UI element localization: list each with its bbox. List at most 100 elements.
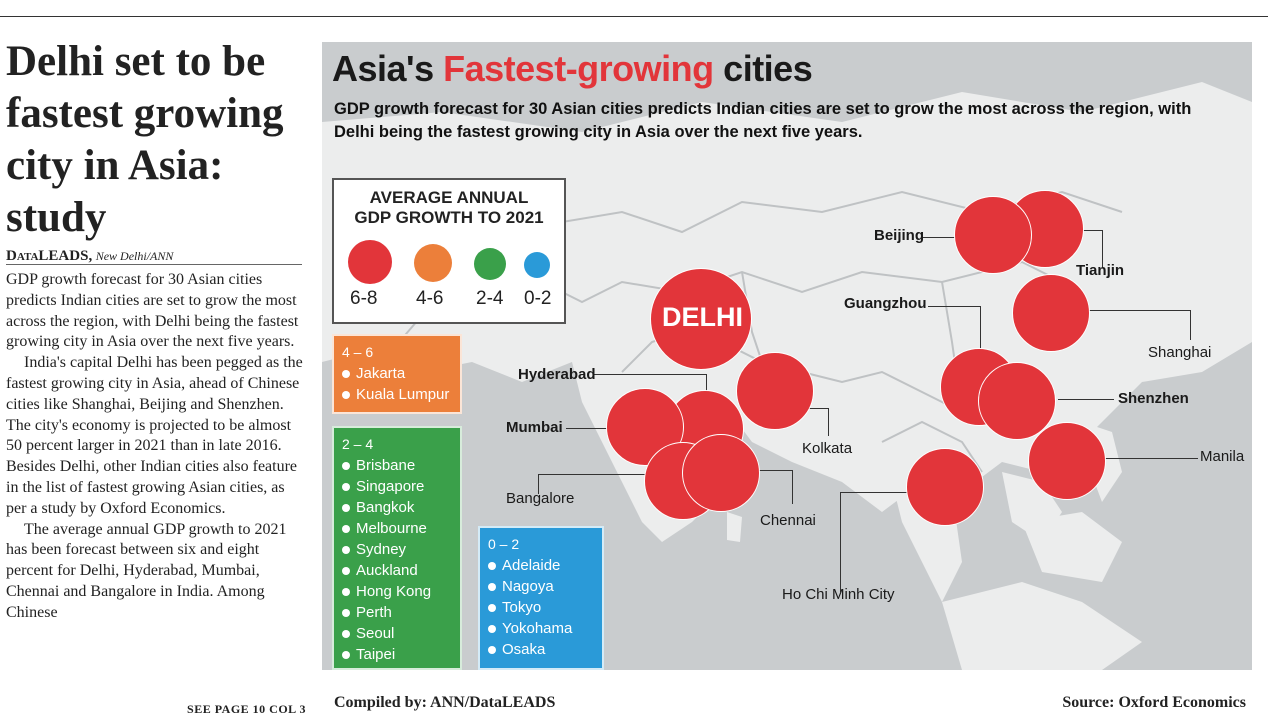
group-box-2-4: 2 – 4 Brisbane Singapore Bangkok Melbour… bbox=[332, 426, 462, 670]
title-prefix: Asia's bbox=[332, 48, 434, 89]
city-label-manila: Manila bbox=[1200, 448, 1245, 465]
article-body: GDP growth forecast for 30 Asian cities … bbox=[6, 270, 306, 624]
infographic: Asia's Fastest-growing cities GDP growth… bbox=[322, 42, 1252, 670]
article-paragraph: The average annual GDP growth to 2021 ha… bbox=[6, 520, 287, 621]
list-item: Osaka bbox=[488, 639, 594, 660]
bullet-icon bbox=[488, 645, 496, 654]
group-range: 0 – 2 bbox=[488, 536, 520, 552]
legend-dot-4-6 bbox=[414, 244, 452, 282]
leader-line bbox=[706, 374, 707, 392]
byline-divider bbox=[6, 264, 302, 265]
city-label-hyderabad: Hyderabad bbox=[518, 366, 596, 383]
list-item: Bangkok bbox=[342, 497, 452, 518]
city-label-tianjin: Tianjin bbox=[1076, 262, 1125, 279]
leader-line bbox=[1102, 230, 1103, 268]
bullet-icon bbox=[488, 582, 496, 591]
group-box-0-2: 0 – 2 Adelaide Nagoya Tokyo Yokohama Osa… bbox=[478, 526, 604, 670]
city-label-shanghai: Shanghai bbox=[1148, 344, 1212, 361]
bullet-icon bbox=[342, 545, 350, 554]
legend-dot-0-2 bbox=[524, 252, 550, 278]
list-item: Perth bbox=[342, 602, 452, 623]
bullet-icon bbox=[342, 503, 350, 512]
bullet-icon bbox=[488, 603, 496, 612]
city-label-chennai: Chennai bbox=[760, 512, 816, 529]
byline-source: DataLEADS, bbox=[6, 248, 93, 264]
leader-line bbox=[828, 408, 829, 436]
city-marker-hochiminh bbox=[906, 448, 984, 526]
leader-line bbox=[752, 470, 792, 471]
list-item: Sydney bbox=[342, 539, 452, 560]
list-item: Auckland bbox=[342, 560, 452, 581]
leader-line bbox=[840, 492, 841, 592]
leader-line bbox=[538, 474, 648, 475]
legend-dot-2-4 bbox=[474, 248, 506, 280]
city-label-delhi: DELHI bbox=[662, 302, 743, 332]
bullet-icon bbox=[488, 561, 496, 570]
legend-label-0-2: 0-2 bbox=[524, 288, 552, 309]
title-highlight: Fastest-growing bbox=[443, 48, 714, 89]
top-rule bbox=[0, 16, 1268, 17]
source-credit: Source: Oxford Economics bbox=[1062, 694, 1246, 711]
list-item: Nagoya bbox=[488, 576, 594, 597]
compiled-by-credit: Compiled by: ANN/DataLEADS bbox=[334, 694, 556, 711]
bullet-icon bbox=[488, 624, 496, 633]
city-marker-tianjin bbox=[954, 196, 1032, 274]
byline-location: New Delhi/ANN bbox=[95, 249, 174, 263]
bullet-icon bbox=[342, 390, 350, 399]
city-marker-chennai bbox=[682, 434, 760, 512]
leader-line bbox=[1082, 310, 1190, 311]
leader-line bbox=[1058, 399, 1114, 400]
city-label-shenzhen: Shenzhen bbox=[1118, 390, 1189, 407]
legend-title: AVERAGE ANNUAL GDP GROWTH TO 2021 bbox=[354, 188, 544, 227]
group-range: 4 – 6 bbox=[342, 344, 374, 360]
group-box-4-6: 4 – 6 Jakarta Kuala Lumpur bbox=[332, 334, 462, 414]
leader-line bbox=[1190, 310, 1191, 340]
bullet-icon bbox=[342, 608, 350, 617]
title-suffix: cities bbox=[723, 48, 813, 89]
leader-line bbox=[594, 374, 706, 375]
bullet-icon bbox=[342, 566, 350, 575]
list-item: Singapore bbox=[342, 476, 452, 497]
byline: DataLEADS, New Delhi/ANN bbox=[6, 248, 306, 265]
bullet-icon bbox=[342, 369, 350, 378]
legend-label-6-8: 6-8 bbox=[350, 288, 378, 309]
bullet-icon bbox=[342, 587, 350, 596]
bullet-icon bbox=[342, 524, 350, 533]
city-label-guangzhou: Guangzhou bbox=[844, 295, 927, 312]
bullet-icon bbox=[342, 482, 350, 491]
continued-reference: SEE PAGE 10 COL 3 bbox=[187, 702, 306, 716]
leader-line bbox=[840, 492, 920, 493]
city-label-mumbai: Mumbai bbox=[506, 419, 563, 436]
list-item: Kuala Lumpur bbox=[342, 384, 452, 405]
bullet-icon bbox=[342, 629, 350, 638]
list-item: Taipei bbox=[342, 644, 452, 665]
article-headline: Delhi set to be fastest growing city in … bbox=[6, 38, 284, 241]
list-item: Hong Kong bbox=[342, 581, 452, 602]
leader-line bbox=[928, 306, 980, 307]
leader-line bbox=[538, 474, 539, 494]
list-item: Adelaide bbox=[488, 555, 594, 576]
bullet-icon bbox=[342, 461, 350, 470]
growth-legend: AVERAGE ANNUAL GDP GROWTH TO 2021 6-8 4-… bbox=[332, 178, 566, 324]
leader-line bbox=[1098, 458, 1198, 459]
city-marker-delhi bbox=[650, 268, 752, 370]
bullet-icon bbox=[342, 650, 350, 659]
list-item: Brisbane bbox=[342, 455, 452, 476]
article-paragraph: GDP growth forecast for 30 Asian cities … bbox=[6, 271, 299, 351]
article-header: Delhi set to be fastest growing city in … bbox=[6, 36, 306, 265]
legend-label-2-4: 2-4 bbox=[476, 288, 504, 309]
leader-line bbox=[980, 306, 981, 356]
infographic-subtitle: GDP growth forecast for 30 Asian cities … bbox=[334, 100, 1192, 141]
city-label-beijing: Beijing bbox=[874, 227, 925, 244]
city-marker-shanghai bbox=[1012, 274, 1090, 352]
article-paragraph: India's capital Delhi has been pegged as… bbox=[6, 354, 303, 517]
list-item: Melbourne bbox=[342, 518, 452, 539]
city-marker-manila bbox=[1028, 422, 1106, 500]
leader-line bbox=[792, 470, 793, 504]
legend-label-4-6: 4-6 bbox=[416, 288, 444, 309]
list-item: Jakarta bbox=[342, 363, 452, 384]
city-label-bangalore: Bangalore bbox=[506, 490, 575, 507]
list-item: Yokohama bbox=[488, 618, 594, 639]
leader-line bbox=[922, 237, 956, 238]
city-label-kolkata: Kolkata bbox=[802, 440, 853, 457]
